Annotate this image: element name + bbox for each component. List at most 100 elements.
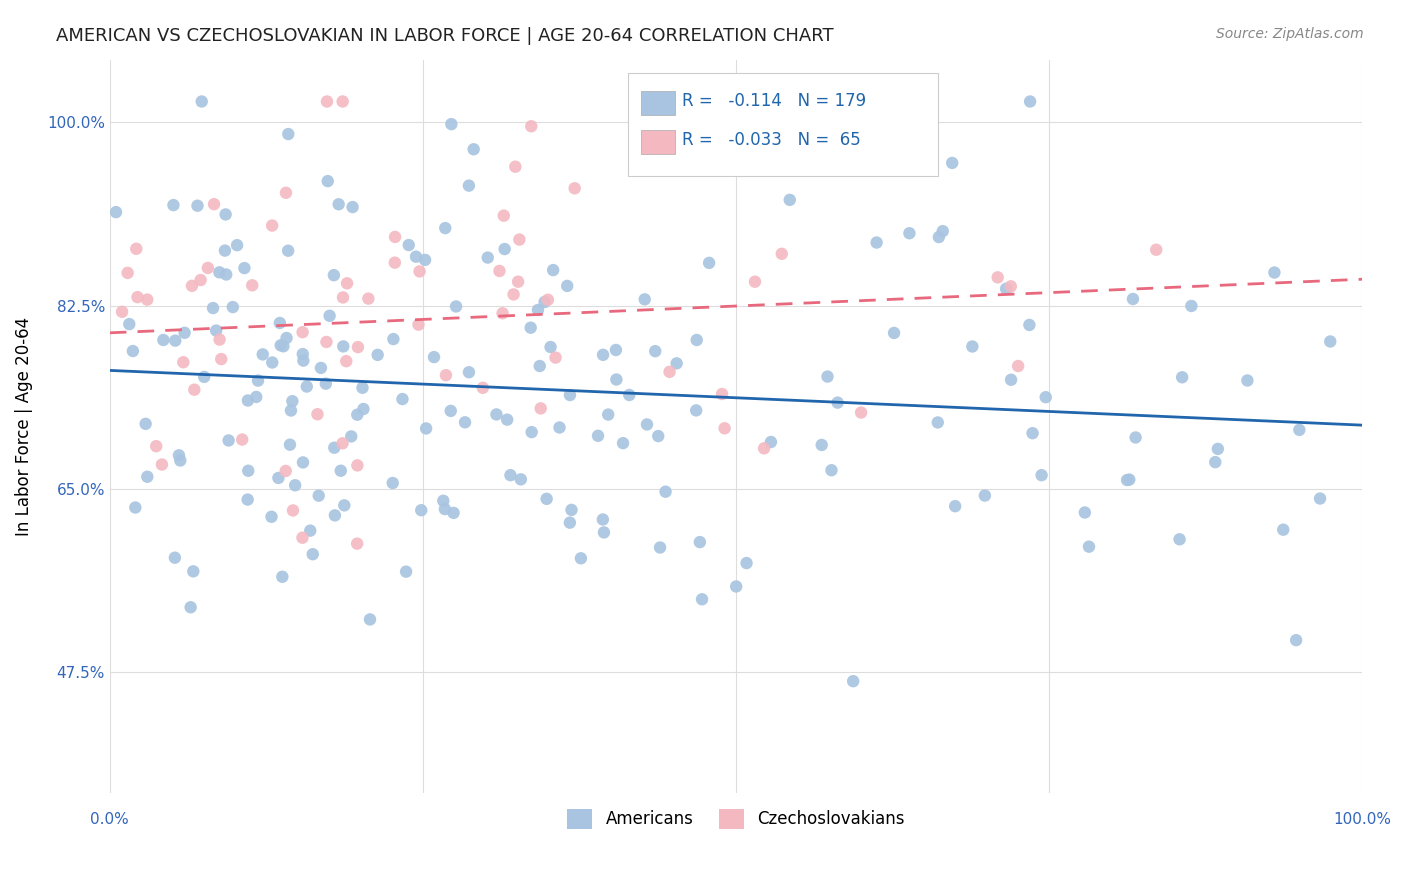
Point bbox=[444, 300, 467, 314]
Point bbox=[260, 509, 283, 524]
Point bbox=[384, 230, 406, 244]
Point bbox=[329, 464, 352, 478]
Point bbox=[162, 198, 184, 212]
Point bbox=[323, 441, 346, 455]
Point bbox=[485, 408, 508, 422]
Point bbox=[1168, 533, 1191, 547]
Point bbox=[440, 117, 463, 131]
Point bbox=[382, 332, 405, 346]
Point bbox=[346, 458, 368, 473]
Point bbox=[381, 475, 404, 490]
Point bbox=[1288, 423, 1310, 437]
Point bbox=[291, 347, 314, 361]
Point bbox=[1000, 279, 1022, 293]
Point bbox=[309, 360, 332, 375]
Point bbox=[1116, 473, 1139, 487]
Point bbox=[202, 197, 225, 211]
Point bbox=[842, 674, 865, 689]
Point bbox=[541, 263, 564, 277]
Point bbox=[238, 464, 260, 478]
Point bbox=[218, 434, 240, 448]
Point bbox=[1018, 318, 1040, 332]
Point bbox=[612, 436, 634, 450]
Point bbox=[267, 471, 290, 485]
Point bbox=[433, 502, 456, 516]
Point bbox=[779, 193, 801, 207]
Point bbox=[336, 277, 359, 291]
Point bbox=[537, 293, 560, 307]
Point bbox=[209, 352, 232, 367]
Point bbox=[342, 200, 364, 214]
Point bbox=[202, 301, 225, 315]
Point bbox=[713, 421, 735, 435]
Point bbox=[1272, 523, 1295, 537]
Point bbox=[520, 425, 543, 439]
Point bbox=[197, 260, 219, 275]
Point bbox=[598, 408, 620, 422]
Point bbox=[1031, 468, 1053, 483]
Point bbox=[357, 292, 380, 306]
Point bbox=[502, 287, 524, 301]
Point bbox=[458, 365, 481, 379]
Point bbox=[281, 503, 304, 517]
Point bbox=[299, 524, 322, 538]
Point bbox=[665, 356, 688, 370]
Point bbox=[318, 309, 340, 323]
Point bbox=[367, 348, 389, 362]
Point bbox=[165, 334, 187, 348]
Point bbox=[124, 500, 146, 515]
Point bbox=[276, 331, 298, 345]
Point bbox=[118, 317, 141, 331]
Text: 0.0%: 0.0% bbox=[90, 812, 129, 827]
Point bbox=[555, 279, 578, 293]
Text: Source: ZipAtlas.com: Source: ZipAtlas.com bbox=[1216, 27, 1364, 41]
Point bbox=[1285, 633, 1308, 648]
Point bbox=[454, 415, 477, 429]
Legend: Americans, Czechoslovakians: Americans, Czechoslovakians bbox=[561, 802, 911, 836]
Point bbox=[105, 205, 128, 219]
Point bbox=[817, 369, 839, 384]
Point bbox=[1118, 473, 1140, 487]
Point bbox=[865, 235, 887, 250]
Point bbox=[1263, 266, 1285, 280]
Point bbox=[654, 484, 676, 499]
Point bbox=[328, 197, 350, 211]
Point bbox=[1019, 95, 1042, 109]
Y-axis label: In Labor Force | Age 20-64: In Labor Force | Age 20-64 bbox=[15, 317, 32, 536]
Point bbox=[163, 550, 186, 565]
Point bbox=[150, 458, 173, 472]
Point bbox=[434, 221, 457, 235]
Point bbox=[274, 464, 297, 478]
Point bbox=[316, 95, 339, 109]
Point bbox=[849, 405, 872, 419]
Point bbox=[346, 536, 368, 550]
Point bbox=[1021, 426, 1043, 441]
Point bbox=[391, 392, 413, 406]
Point bbox=[488, 264, 510, 278]
Point bbox=[558, 516, 581, 530]
Point bbox=[322, 268, 344, 282]
Point bbox=[190, 95, 212, 109]
Point bbox=[277, 127, 299, 141]
Point bbox=[443, 506, 465, 520]
Point bbox=[333, 499, 356, 513]
Point bbox=[527, 303, 550, 318]
Point bbox=[332, 290, 354, 304]
Point bbox=[530, 401, 553, 416]
Point bbox=[295, 379, 318, 393]
Point bbox=[222, 300, 245, 314]
Text: AMERICAN VS CZECHOSLOVAKIAN IN LABOR FORCE | AGE 20-64 CORRELATION CHART: AMERICAN VS CZECHOSLOVAKIAN IN LABOR FOR… bbox=[56, 27, 834, 45]
Point bbox=[735, 556, 758, 570]
Point bbox=[492, 209, 515, 223]
Point bbox=[332, 339, 354, 353]
Point bbox=[932, 224, 955, 238]
Point bbox=[291, 325, 314, 339]
Point bbox=[291, 531, 314, 545]
Point bbox=[280, 403, 302, 417]
Point bbox=[508, 275, 530, 289]
Point bbox=[1309, 491, 1331, 506]
Point bbox=[270, 338, 292, 352]
Point bbox=[943, 499, 966, 513]
Point bbox=[593, 525, 616, 540]
Point bbox=[941, 156, 963, 170]
